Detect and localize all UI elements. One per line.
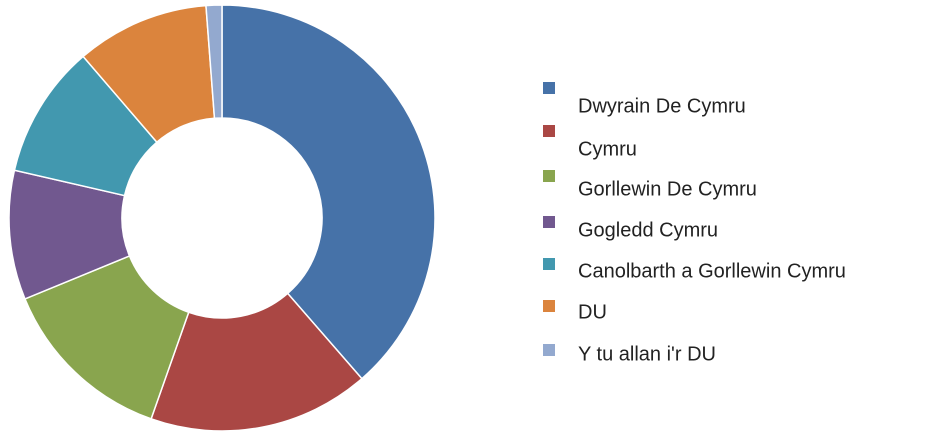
legend-swatch	[543, 344, 555, 356]
slice	[221, 4, 436, 380]
slice	[205, 4, 223, 120]
legend-swatch	[543, 170, 555, 182]
legend-label: Cymru	[578, 138, 637, 160]
legend-label: Canolbarth a Gorllewin Cymru	[578, 260, 846, 282]
legend-swatch	[543, 258, 555, 270]
slice	[150, 292, 363, 432]
legend-swatch	[543, 300, 555, 312]
legend-swatch	[543, 82, 555, 94]
legend-swatch	[543, 125, 555, 137]
legend-label: Gogledd Cymru	[578, 219, 718, 241]
legend-label: Gorllewin De Cymru	[578, 178, 757, 200]
legend-label: DU	[578, 301, 607, 323]
legend-swatch	[543, 216, 555, 228]
legend-label: Y tu allan i'r DU	[578, 343, 716, 365]
legend-label: Dwyrain De Cymru	[578, 95, 746, 117]
